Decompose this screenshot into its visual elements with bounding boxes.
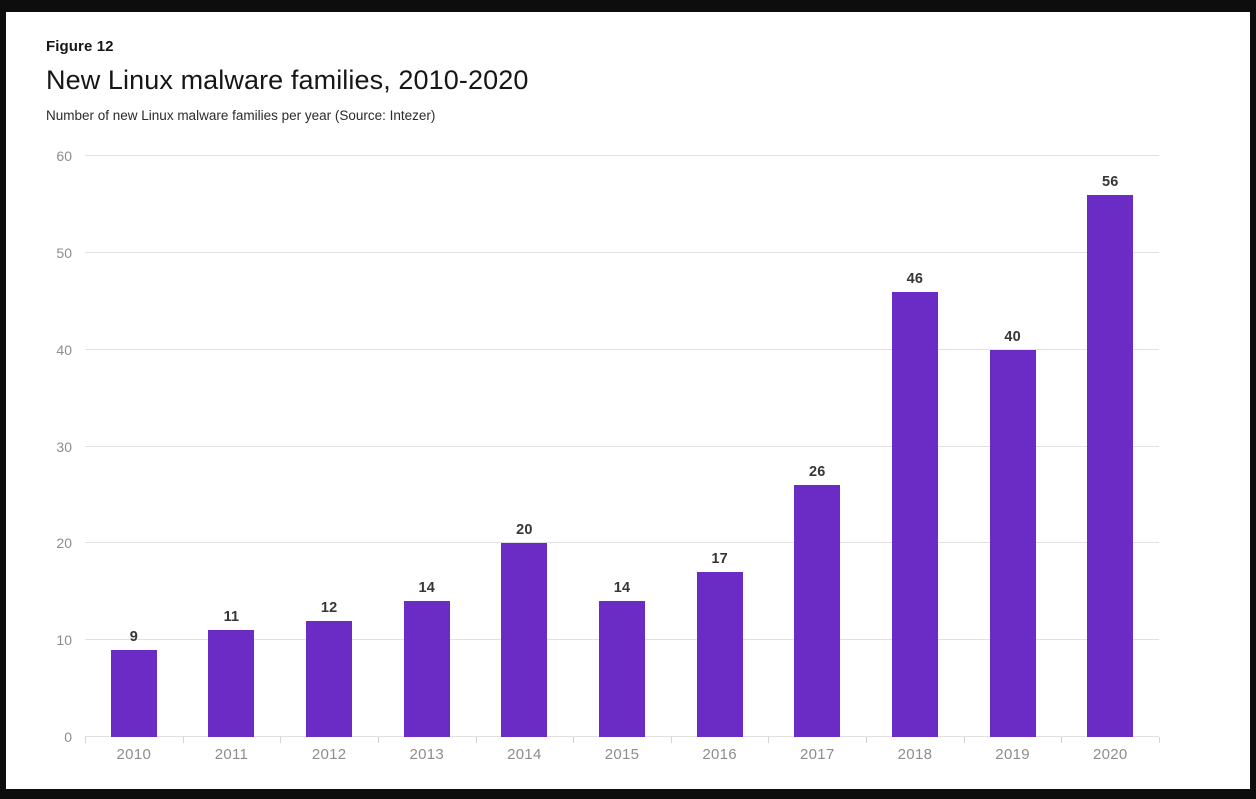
y-axis-tick-label: 60 [56,148,72,164]
figure-header: Figure 12 New Linux malware families, 20… [6,12,1250,123]
bar-2018 [891,291,938,737]
bar-value-label: 26 [809,464,826,481]
bar-2014 [501,543,548,737]
bar-column-2016: 17 [671,156,769,737]
bar-value-label: 14 [418,580,435,597]
bar-column-2017: 26 [768,156,866,737]
bar-value-label: 17 [711,551,728,568]
x-axis-tick [866,737,868,743]
x-axis-tick [963,737,965,743]
gridline-30: 30 [56,439,1159,455]
bar-value-label: 56 [1101,173,1119,190]
bar-column-2018: 46 [866,156,964,737]
bar-column-2020: 56 [1061,156,1159,737]
bar-column-2012: 12 [280,156,378,737]
figure-label: Figure 12 [46,38,114,55]
bar-2013 [403,601,450,737]
x-axis-tick [670,737,672,743]
bar-value-label: 12 [320,599,338,616]
gridline-20: 20 [56,535,1159,551]
x-axis-tick-label: 2012 [311,746,347,763]
x-axis-tick-label: 2013 [409,746,445,763]
bar-2012 [306,620,353,737]
x-axis-tick [475,737,477,743]
x-axis-tick-label: 2010 [116,746,152,763]
bar-value-label: 14 [613,580,631,597]
y-axis-tick-label: 40 [56,341,72,358]
x-axis-tick-label: 2019 [995,746,1030,763]
x-axis-tick-label: 2011 [214,746,249,763]
bar-2017 [794,485,841,737]
x-axis-tick-label: 2015 [604,746,640,763]
bar-column-2010: 9 [85,156,183,737]
x-axis-tick [280,737,282,743]
bar-value-label: 46 [906,270,924,287]
bar-column-2015: 14 [573,156,671,737]
x-axis-tick [768,737,770,743]
plot-area: 0 10 20 30 40 50 60 9 11 12 14 20 14 17 26 46 40 56 [56,148,1160,745]
bar-2010 [110,649,157,737]
bar-value-label: 11 [223,609,240,626]
bar-value-label: 20 [516,522,533,539]
x-axis-tick [85,737,86,743]
bar-2015 [599,601,646,737]
bar-column-2011: 11 [183,156,281,737]
x-axis-tick [1061,737,1063,743]
bar-column-2014: 20 [476,156,574,737]
gridline-40: 40 [56,342,1159,358]
chart-subtitle: Number of new Linux malware families per… [46,108,436,123]
y-axis-tick-label: 30 [56,438,72,455]
figure-panel: Figure 12 New Linux malware families, 20… [6,12,1250,789]
chart-title: New Linux malware families, 2010-2020 [46,65,529,95]
bar-value-label: 40 [1004,328,1021,345]
bar-2020 [1087,194,1134,737]
bar-2011 [208,630,255,737]
x-axis-tick-label: 2018 [897,746,933,763]
gridline-60: 60 [56,148,1159,164]
y-axis-tick-label: 20 [56,535,72,552]
bar-2019 [989,349,1036,737]
x-axis-tick [182,737,184,743]
x-axis-tick-label: 2020 [1092,746,1128,763]
bar-column-2013: 14 [378,156,476,737]
gridline-50: 50 [56,245,1159,261]
x-axis-tick [377,737,379,743]
bars-layer: 9 11 12 14 20 14 17 26 46 40 56 [85,156,1159,737]
y-axis-tick-label: 50 [56,244,72,261]
x-axis-tick-label: 2014 [507,746,542,763]
bar-chart: 0 10 20 30 40 50 60 9 11 12 14 20 14 17 26 46 40 56 2010… [6,148,1250,763]
x-axis-tick-label: 2017 [800,746,835,763]
x-axis-labels: 2010 2011 2012 2013 2014 2015 2016 2017 2018 2019… [85,746,1159,763]
y-axis-tick-label: 0 [64,729,72,745]
y-axis-tick-label: 10 [56,632,72,649]
x-axis-tick-label: 2016 [702,746,737,763]
bar-value-label: 9 [129,628,138,645]
x-axis-tick [1159,737,1160,743]
bar-column-2019: 40 [964,156,1062,737]
x-axis-tick [573,737,575,743]
bar-2016 [696,572,743,737]
